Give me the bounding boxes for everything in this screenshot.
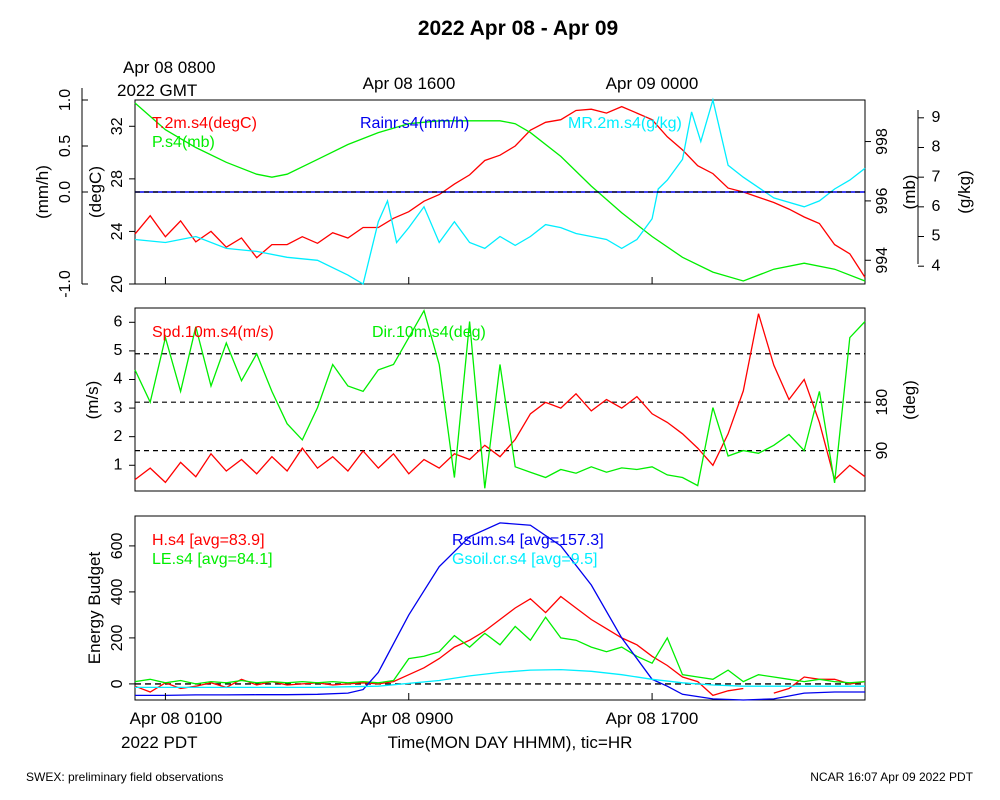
- temp-tick-label-1: 24: [109, 222, 126, 240]
- series-label-rain: Rainr.s4(mm/h): [360, 115, 469, 132]
- series-line-middle-0: [134, 313, 866, 484]
- speed-tick-label-0: 1: [114, 456, 123, 473]
- speed-tick-label-4: 5: [114, 342, 123, 359]
- axis-label-wind-speed: (m/s): [83, 381, 102, 420]
- chart-marks: -1.0 0.0 0.5 1.0 20 24 28 32 994 996 998 4 5 6 7 8 9 1 2 3 4…: [57, 88, 941, 701]
- x-year-label: 2022 PDT: [121, 733, 198, 752]
- x-tick-label-1: Apr 08 0100: [130, 709, 223, 728]
- bottom-panel-frame: [134, 515, 866, 701]
- speed-tick-label-5: 6: [114, 314, 123, 331]
- direction-tick-label-0: 90: [874, 442, 891, 460]
- temp-tick-label-2: 28: [109, 170, 126, 188]
- series-label-radiation: Rsum.s4 [avg=157.3]: [452, 532, 604, 549]
- axis-label-mixing-ratio: (g/kg): [955, 170, 974, 213]
- mixing-ratio-tick-label-3: 7: [932, 168, 941, 185]
- pressure-tick-label-1: 996: [874, 187, 891, 214]
- energy-tick-label-2: 400: [109, 578, 126, 605]
- series-label-mixing-ratio: MR.2m.s4(g/kg): [568, 115, 682, 132]
- speed-tick-label-2: 3: [114, 399, 123, 416]
- temp-tick-label-3: 32: [109, 117, 126, 135]
- series-label-sensible-heat: H.s4 [avg=83.9]: [152, 532, 265, 549]
- energy-tick-label-3: 600: [109, 532, 126, 559]
- gmt-end-label: Apr 09 0000: [606, 74, 699, 93]
- mixing-ratio-tick-label-0: 4: [932, 257, 941, 274]
- temp-tick-label-0: 20: [109, 275, 126, 293]
- rain-tick-label-0: -1.0: [57, 270, 74, 298]
- rain-tick-label-2: 0.5: [57, 135, 74, 157]
- pressure-tick-label-2: 998: [874, 128, 891, 155]
- series-label-soil-heat: Gsoil.cr.s4 [avg=9.5]: [452, 551, 597, 568]
- mixing-ratio-tick-label-2: 6: [932, 198, 941, 215]
- energy-tick-label-0: 0: [109, 679, 126, 688]
- x-tick-label-2: Apr 08 0900: [361, 709, 454, 728]
- series-line-top-2: [134, 97, 866, 286]
- energy-tick-label-1: 200: [109, 624, 126, 651]
- footer-left: SWEX: preliminary field observations: [26, 770, 223, 784]
- direction-tick-label-1: 180: [874, 389, 891, 416]
- rain-tick-label-3: 1.0: [57, 89, 74, 111]
- series-label-wind-direction: Dir.10m.s4(deg): [372, 324, 486, 341]
- series-line-bottom-3: [135, 668, 865, 689]
- x-tick-label-3: Apr 08 1700: [606, 709, 699, 728]
- series-line-bottom-2: [135, 522, 865, 701]
- axis-label-temperature: (degC): [86, 166, 105, 218]
- gmt-start-label: Apr 08 0800: [123, 58, 216, 77]
- axis-label-pressure: (mb): [900, 175, 919, 210]
- series-label-temperature: T.2m.s4(degC): [152, 115, 257, 132]
- axis-label-energy-budget: Energy Budget: [85, 551, 104, 664]
- pressure-tick-label-0: 994: [874, 247, 891, 274]
- rain-tick-label-1: 0.0: [57, 181, 74, 203]
- axis-label-wind-direction: (deg): [900, 380, 919, 420]
- series-line-top-1: [134, 102, 866, 282]
- axis-label-rain: (mm/h): [33, 165, 52, 219]
- series-line-middle-1: [134, 309, 866, 489]
- mixing-ratio-tick-label-1: 5: [932, 228, 941, 245]
- speed-tick-label-1: 2: [114, 428, 123, 445]
- series-label-pressure: P.s4(mb): [152, 134, 215, 151]
- x-axis-label: Time(MON DAY HHMM), tic=HR: [388, 733, 633, 752]
- series-line-bottom-1: [134, 616, 866, 685]
- series-label-latent-heat: LE.s4 [avg=84.1]: [152, 551, 273, 568]
- gmt-year-label: 2022 GMT: [117, 81, 197, 100]
- mixing-ratio-tick-label-5: 9: [932, 109, 941, 126]
- middle-panel-frame: [134, 307, 866, 492]
- mixing-ratio-tick-label-4: 8: [932, 139, 941, 156]
- series-label-wind-speed: Spd.10m.s4(m/s): [152, 324, 274, 341]
- footer-right: NCAR 16:07 Apr 09 2022 PDT: [810, 770, 973, 784]
- chart-title: 2022 Apr 08 - Apr 09: [418, 17, 618, 40]
- gmt-mid-label: Apr 08 1600: [363, 74, 456, 93]
- speed-tick-label-3: 4: [114, 371, 123, 388]
